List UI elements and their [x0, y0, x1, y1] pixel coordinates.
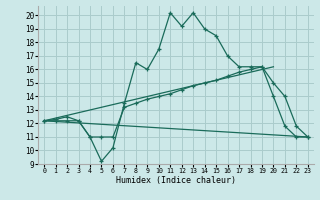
X-axis label: Humidex (Indice chaleur): Humidex (Indice chaleur)	[116, 176, 236, 185]
